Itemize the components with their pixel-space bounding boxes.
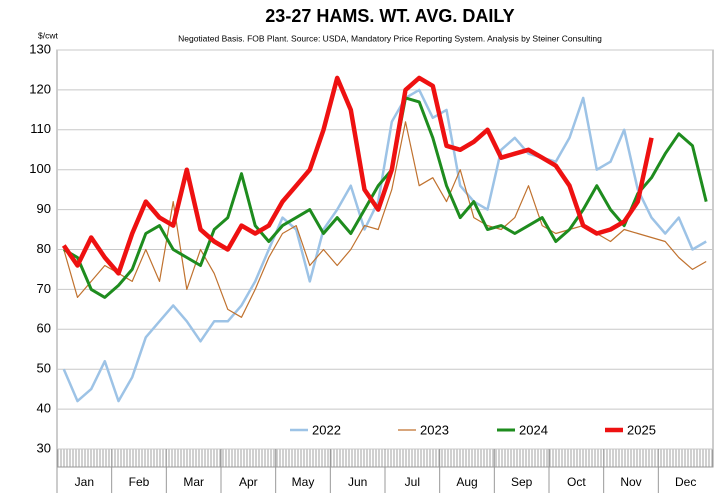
chart-title: 23-27 HAMS. WT. AVG. DAILY bbox=[265, 6, 514, 26]
x-tick-label: Feb bbox=[129, 475, 150, 489]
y-tick-label: 60 bbox=[37, 321, 51, 336]
legend-label: 2024 bbox=[519, 422, 548, 437]
legend-label: 2025 bbox=[627, 422, 656, 437]
y-tick-label: 100 bbox=[29, 161, 51, 176]
x-tick-label: Oct bbox=[567, 475, 586, 489]
y-tick-label: 120 bbox=[29, 81, 51, 96]
y-tick-label: 90 bbox=[37, 201, 51, 216]
legend-label: 2022 bbox=[312, 422, 341, 437]
x-tick-label: Jan bbox=[75, 475, 94, 489]
y-tick-label: 50 bbox=[37, 361, 51, 376]
x-tick-label: Sep bbox=[511, 475, 533, 489]
x-tick-label: Dec bbox=[675, 475, 696, 489]
y-tick-label: 110 bbox=[30, 121, 51, 136]
x-tick-label: Jun bbox=[348, 475, 367, 489]
x-tick-label: Aug bbox=[456, 475, 477, 489]
y-tick-label: 40 bbox=[37, 401, 51, 416]
y-tick-label: 80 bbox=[37, 241, 51, 256]
chart-subtitle: Negotiated Basis. FOB Plant. Source: USD… bbox=[178, 33, 602, 43]
x-tick-label: May bbox=[292, 475, 315, 489]
y-axis-unit: $/cwt bbox=[38, 30, 58, 40]
x-tick-label: Apr bbox=[239, 475, 258, 489]
x-tick-label: Jul bbox=[405, 475, 420, 489]
y-tick-label: 130 bbox=[29, 41, 51, 56]
series-line bbox=[62, 88, 707, 403]
y-tick-label: 30 bbox=[37, 440, 51, 455]
legend-label: 2023 bbox=[420, 422, 449, 437]
series-line bbox=[61, 75, 654, 276]
series-line bbox=[63, 96, 708, 299]
plot-frame bbox=[56, 49, 714, 468]
x-tick-label: Nov bbox=[620, 475, 641, 489]
y-tick-label: 70 bbox=[37, 281, 51, 296]
x-tick-label: Mar bbox=[183, 475, 204, 489]
